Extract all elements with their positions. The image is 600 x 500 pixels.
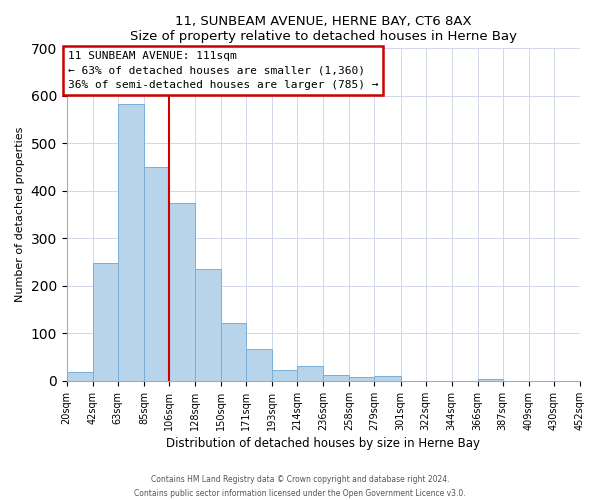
Bar	[374, 376, 401, 381]
Bar	[169, 203, 195, 381]
Bar	[580, 380, 600, 381]
Bar	[118, 104, 144, 381]
X-axis label: Distribution of detached houses by size in Herne Bay: Distribution of detached houses by size …	[166, 437, 481, 450]
Bar	[195, 270, 221, 381]
Text: Contains HM Land Registry data © Crown copyright and database right 2024.
Contai: Contains HM Land Registry data © Crown c…	[134, 476, 466, 498]
Bar	[272, 370, 297, 381]
Y-axis label: Number of detached properties: Number of detached properties	[15, 127, 25, 302]
Bar	[144, 167, 169, 381]
Bar	[323, 375, 349, 381]
Title: 11, SUNBEAM AVENUE, HERNE BAY, CT6 8AX
Size of property relative to detached hou: 11, SUNBEAM AVENUE, HERNE BAY, CT6 8AX S…	[130, 15, 517, 43]
Text: 11 SUNBEAM AVENUE: 111sqm
← 63% of detached houses are smaller (1,360)
36% of se: 11 SUNBEAM AVENUE: 111sqm ← 63% of detac…	[68, 50, 379, 90]
Bar	[246, 348, 272, 381]
Bar	[221, 323, 246, 381]
Bar	[67, 372, 93, 381]
Bar	[297, 366, 323, 381]
Bar	[93, 263, 118, 381]
Bar	[478, 379, 503, 381]
Bar	[349, 377, 374, 381]
